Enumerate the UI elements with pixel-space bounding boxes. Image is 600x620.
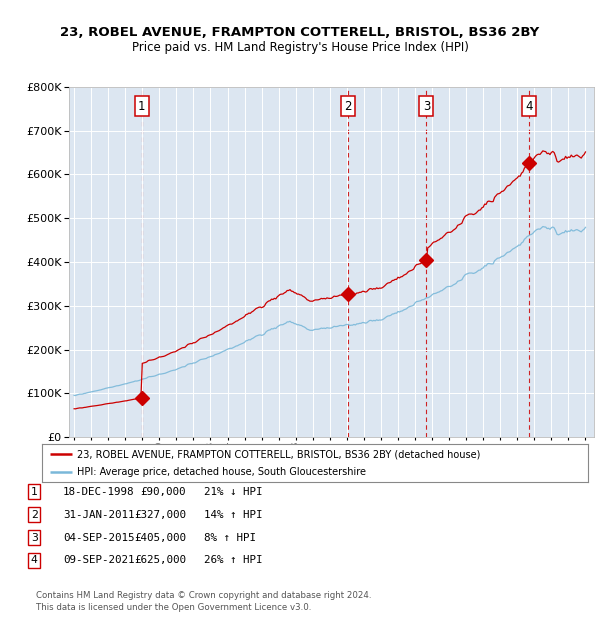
Text: 21% ↓ HPI: 21% ↓ HPI (204, 487, 263, 497)
Text: Contains HM Land Registry data © Crown copyright and database right 2024.
This d: Contains HM Land Registry data © Crown c… (36, 591, 371, 612)
Text: 8% ↑ HPI: 8% ↑ HPI (204, 533, 256, 542)
Text: 09-SEP-2021: 09-SEP-2021 (63, 556, 134, 565)
Text: £90,000: £90,000 (140, 487, 186, 497)
Text: 1: 1 (31, 487, 38, 497)
Text: 3: 3 (423, 100, 430, 113)
Text: Price paid vs. HM Land Registry's House Price Index (HPI): Price paid vs. HM Land Registry's House … (131, 41, 469, 53)
Text: 04-SEP-2015: 04-SEP-2015 (63, 533, 134, 542)
Text: 31-JAN-2011: 31-JAN-2011 (63, 510, 134, 520)
Text: 2: 2 (31, 510, 38, 520)
Text: 1: 1 (138, 100, 146, 113)
Text: £625,000: £625,000 (134, 556, 186, 565)
Text: 18-DEC-1998: 18-DEC-1998 (63, 487, 134, 497)
Text: 2: 2 (344, 100, 352, 113)
Text: 23, ROBEL AVENUE, FRAMPTON COTTERELL, BRISTOL, BS36 2BY: 23, ROBEL AVENUE, FRAMPTON COTTERELL, BR… (61, 26, 539, 38)
Text: 26% ↑ HPI: 26% ↑ HPI (204, 556, 263, 565)
Text: £405,000: £405,000 (134, 533, 186, 542)
Text: £327,000: £327,000 (134, 510, 186, 520)
Text: 3: 3 (31, 533, 38, 542)
Text: 4: 4 (31, 556, 38, 565)
Text: 23, ROBEL AVENUE, FRAMPTON COTTERELL, BRISTOL, BS36 2BY (detached house): 23, ROBEL AVENUE, FRAMPTON COTTERELL, BR… (77, 450, 481, 459)
Text: 14% ↑ HPI: 14% ↑ HPI (204, 510, 263, 520)
Text: HPI: Average price, detached house, South Gloucestershire: HPI: Average price, detached house, Sout… (77, 467, 367, 477)
Text: 4: 4 (526, 100, 533, 113)
